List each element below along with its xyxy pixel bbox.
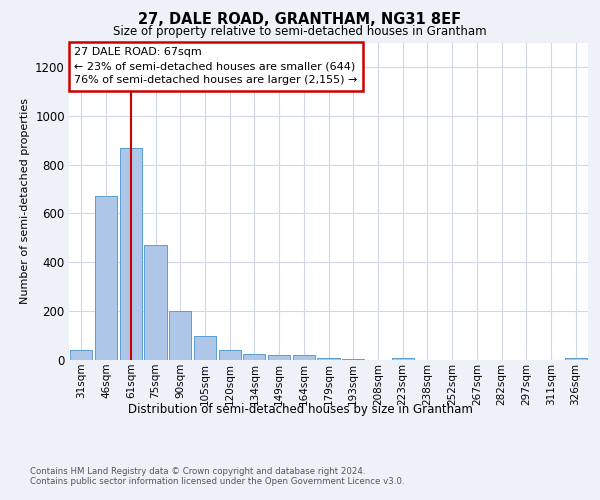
Text: Contains HM Land Registry data © Crown copyright and database right 2024.: Contains HM Land Registry data © Crown c… xyxy=(30,468,365,476)
Bar xyxy=(268,355,290,360)
Bar xyxy=(342,359,364,360)
Bar xyxy=(145,245,167,360)
Bar xyxy=(317,358,340,360)
Y-axis label: Number of semi-detached properties: Number of semi-detached properties xyxy=(20,98,29,304)
Bar xyxy=(169,311,191,360)
Bar xyxy=(119,148,142,360)
Bar xyxy=(293,355,315,360)
Bar xyxy=(243,354,265,360)
Bar xyxy=(218,350,241,360)
Text: 27, DALE ROAD, GRANTHAM, NG31 8EF: 27, DALE ROAD, GRANTHAM, NG31 8EF xyxy=(139,12,461,28)
Bar xyxy=(194,336,216,360)
Text: Contains public sector information licensed under the Open Government Licence v3: Contains public sector information licen… xyxy=(30,478,404,486)
Bar xyxy=(95,196,117,360)
Bar xyxy=(70,350,92,360)
Bar xyxy=(565,358,587,360)
Text: Distribution of semi-detached houses by size in Grantham: Distribution of semi-detached houses by … xyxy=(128,402,472,415)
Text: Size of property relative to semi-detached houses in Grantham: Size of property relative to semi-detach… xyxy=(113,25,487,38)
Text: 27 DALE ROAD: 67sqm
← 23% of semi-detached houses are smaller (644)
76% of semi-: 27 DALE ROAD: 67sqm ← 23% of semi-detach… xyxy=(74,48,358,86)
Bar xyxy=(392,358,414,360)
